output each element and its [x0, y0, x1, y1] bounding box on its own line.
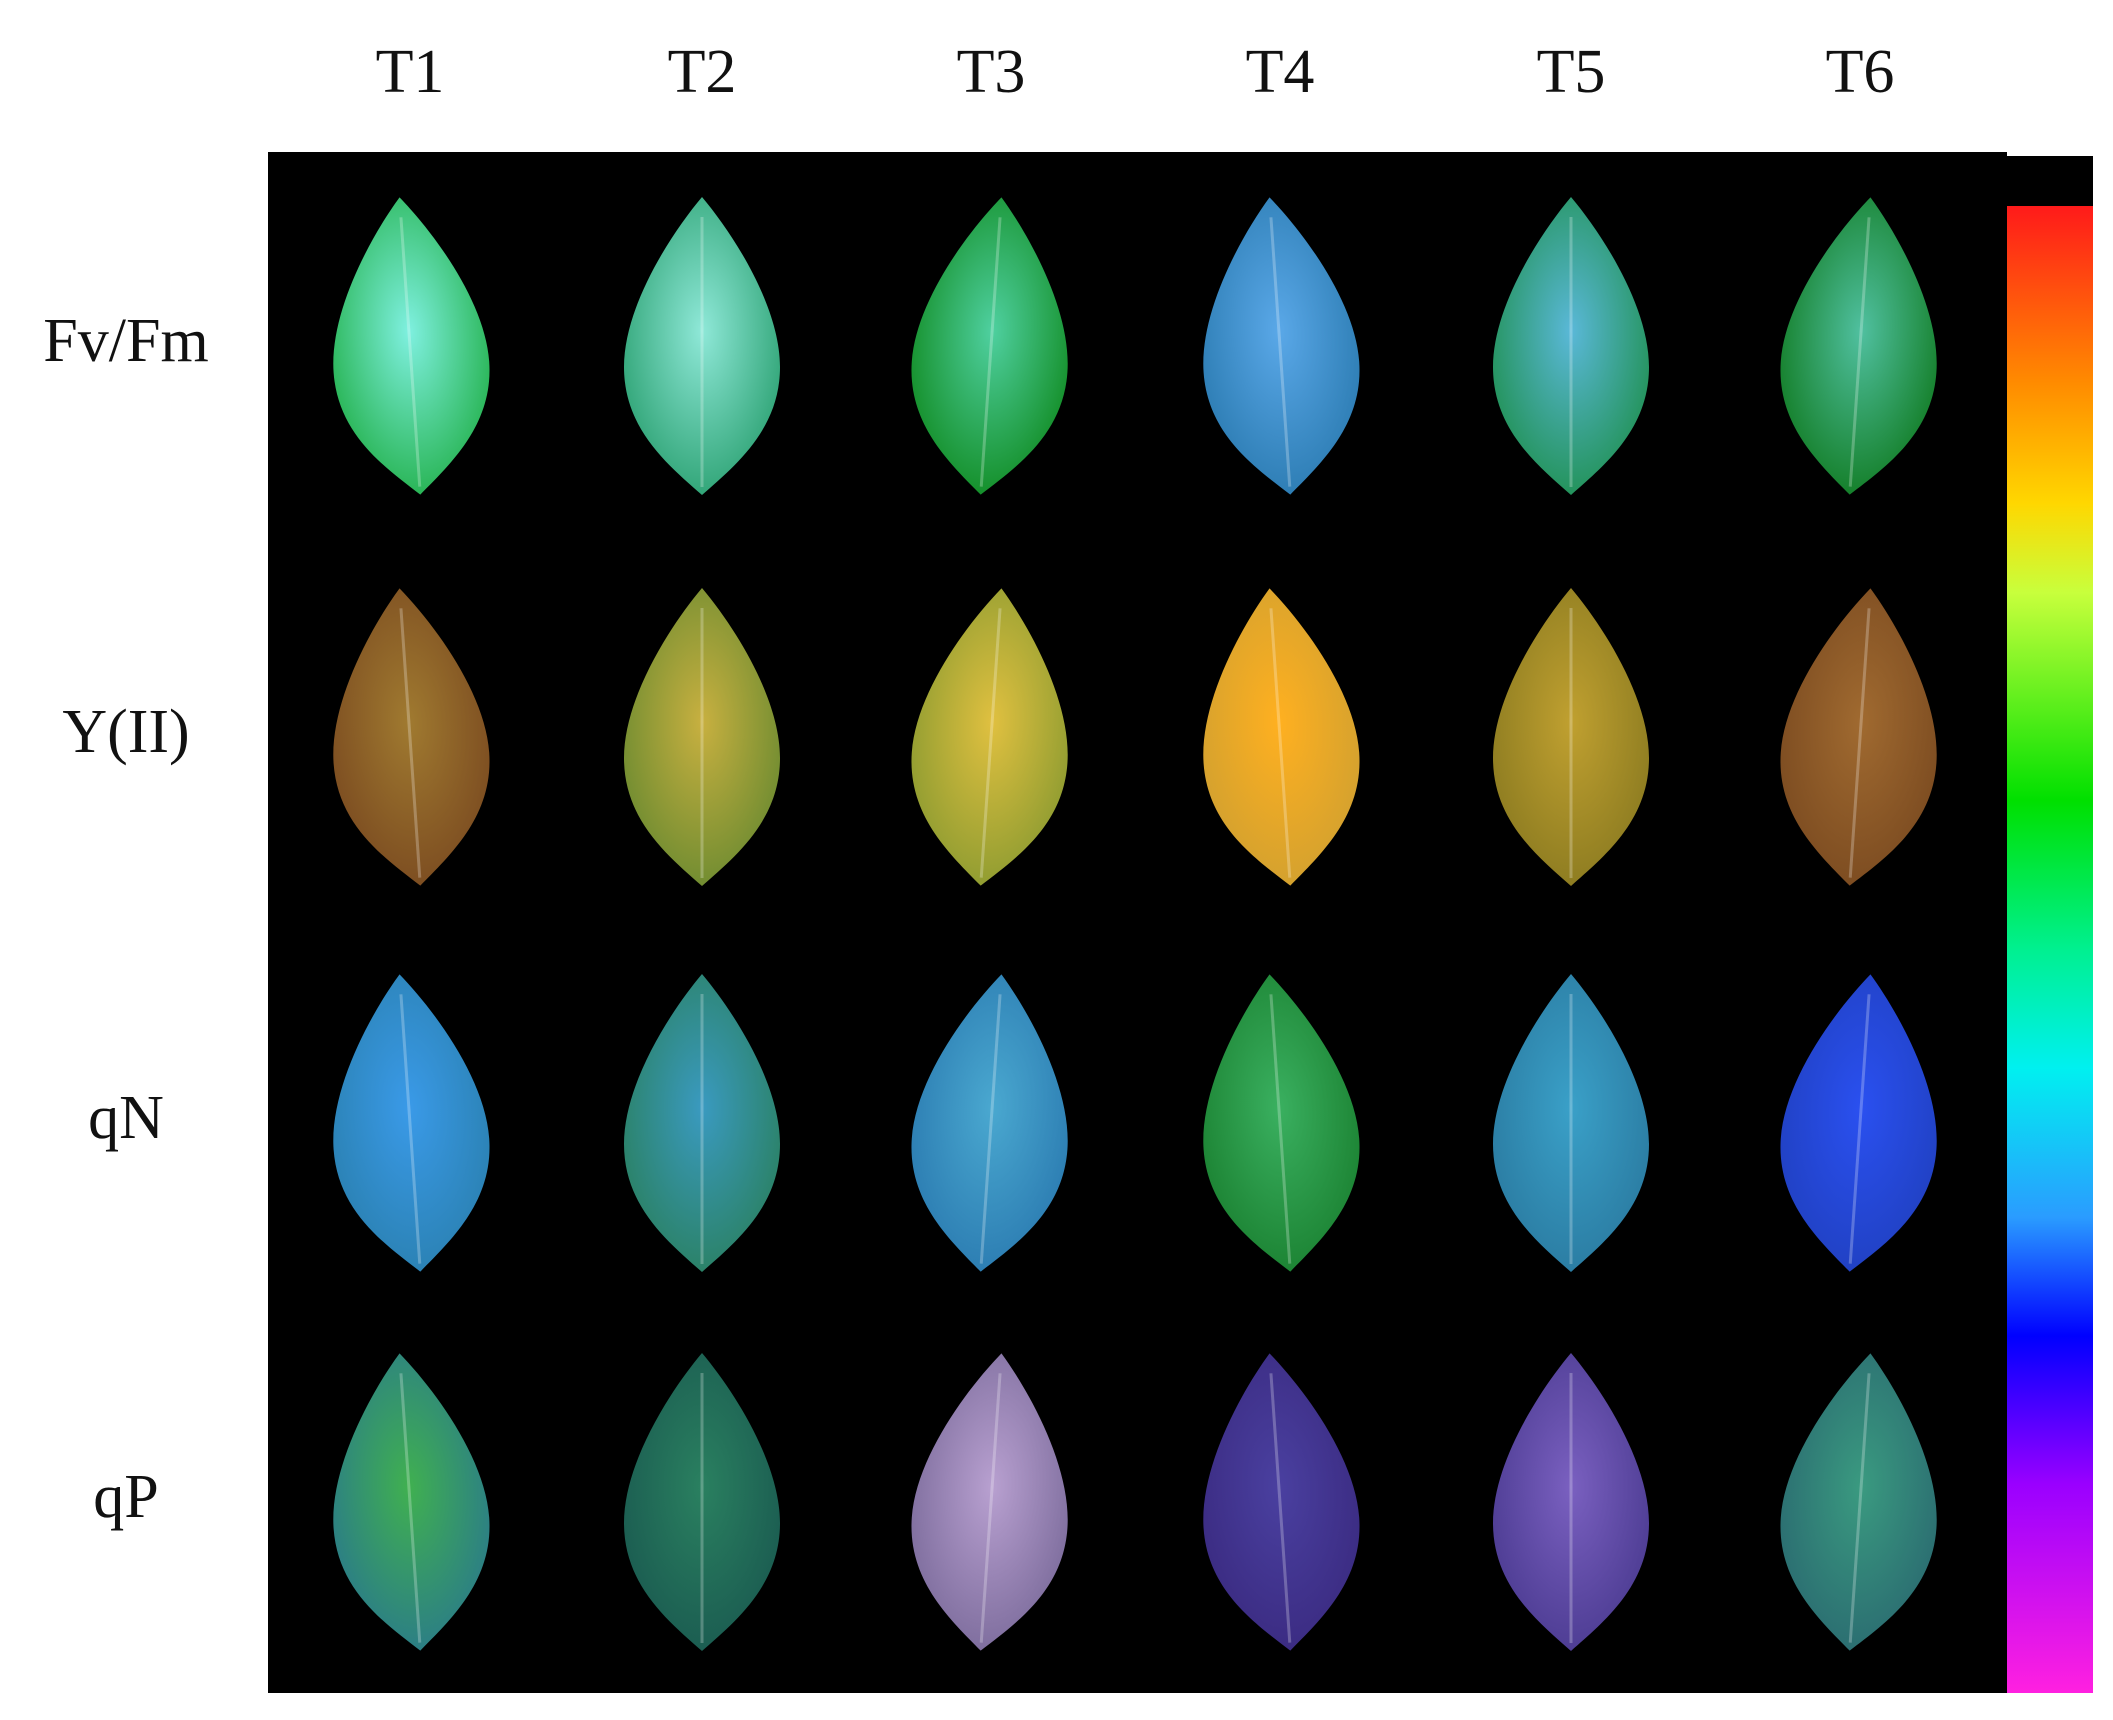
leaf-blade	[911, 197, 1068, 495]
leaf	[1203, 1353, 1360, 1651]
leaf-vein	[399, 994, 422, 1264]
leaf-vein	[1848, 994, 1871, 1264]
leaf-blade	[333, 1353, 490, 1651]
leaf	[1493, 588, 1649, 886]
leaf-vein	[399, 1373, 422, 1643]
leaf	[624, 974, 780, 1272]
leaf-blade	[1493, 588, 1649, 886]
column-label: T5	[1537, 38, 1606, 106]
leaf	[911, 1353, 1068, 1651]
leaf	[333, 197, 490, 495]
leaf-blade	[1493, 197, 1649, 495]
leaf-vein	[1269, 217, 1292, 487]
column-label: T3	[957, 38, 1026, 106]
leaf-blade	[333, 588, 490, 886]
leaf-vein	[979, 994, 1002, 1264]
row-label: Y(II)	[62, 698, 189, 766]
leaf-blade	[1493, 974, 1649, 1272]
leaf-blade	[624, 588, 780, 886]
row-label: Fv/Fm	[43, 307, 208, 375]
leaf-blade	[1780, 974, 1937, 1272]
leaf-vein	[979, 1373, 1002, 1643]
row-label: qP	[93, 1463, 158, 1531]
leaf-vein	[979, 608, 1002, 878]
leaf-vein	[399, 608, 422, 878]
leaf-vein	[1848, 217, 1871, 487]
leaf-vein	[399, 217, 422, 487]
leaf-blade	[1493, 1353, 1649, 1651]
leaf	[1203, 588, 1360, 886]
leaf-blade	[1203, 974, 1360, 1272]
leaf	[624, 1353, 780, 1651]
column-label: T1	[376, 38, 445, 106]
leaf-vein	[1269, 1373, 1292, 1643]
leaf-blade	[333, 974, 490, 1272]
column-label: T4	[1246, 38, 1315, 106]
leaf-grid	[333, 197, 1937, 1651]
row-label: qN	[88, 1084, 164, 1152]
leaf-blade	[1780, 588, 1937, 886]
leaf	[333, 588, 490, 886]
leaf	[624, 197, 780, 495]
column-label: T2	[668, 38, 737, 106]
leaf	[911, 197, 1068, 495]
leaf	[911, 588, 1068, 886]
image-panel	[268, 152, 2007, 1693]
leaf-vein	[1848, 1373, 1871, 1643]
leaf-blade	[624, 1353, 780, 1651]
leaf	[333, 974, 490, 1272]
leaf	[911, 974, 1068, 1272]
leaf-blade	[624, 197, 780, 495]
leaf-vein	[979, 217, 1002, 487]
leaf	[1780, 1353, 1937, 1651]
leaf-blade	[1203, 588, 1360, 886]
leaf	[1493, 197, 1649, 495]
leaf	[333, 1353, 490, 1651]
leaf	[1780, 197, 1937, 495]
leaf-blade	[624, 974, 780, 1272]
leaf-blade	[911, 1353, 1068, 1651]
leaf	[624, 588, 780, 886]
leaf-blade	[911, 588, 1068, 886]
leaf-vein	[1848, 608, 1871, 878]
leaf	[1493, 974, 1649, 1272]
leaf-blade	[1780, 197, 1937, 495]
leaf	[1780, 974, 1937, 1272]
leaf-blade	[1203, 197, 1360, 495]
leaf	[1780, 588, 1937, 886]
leaf-blade	[1203, 1353, 1360, 1651]
leaf-blade	[911, 974, 1068, 1272]
colorbar	[2007, 206, 2093, 1693]
leaf	[1203, 197, 1360, 495]
leaf-blade	[333, 197, 490, 495]
leaf-blade	[1780, 1353, 1937, 1651]
column-label: T6	[1826, 38, 1895, 106]
leaf	[1203, 974, 1360, 1272]
leaf-vein	[1269, 608, 1292, 878]
leaf	[1493, 1353, 1649, 1651]
leaf-vein	[1269, 994, 1292, 1264]
